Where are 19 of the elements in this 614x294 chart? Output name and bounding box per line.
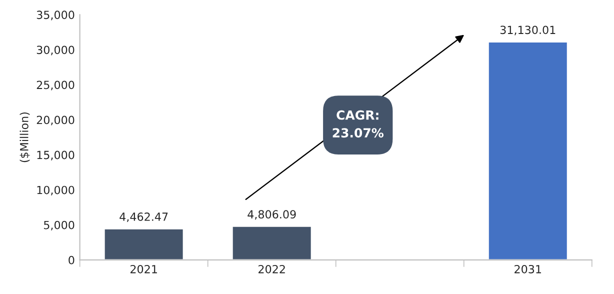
y-axis-title: ($Million) xyxy=(20,112,30,162)
data-label: 4,806.09 xyxy=(248,210,296,220)
annotation: CAGR: 23.07% xyxy=(332,110,384,138)
bar xyxy=(231,226,312,260)
x-tick-label: 2031 xyxy=(514,264,541,274)
y-tick-label: 25,000 xyxy=(36,80,74,90)
y-tick-label: 30,000 xyxy=(36,46,74,56)
data-label: 4,462.47 xyxy=(120,212,168,222)
x-tick-label: 2021 xyxy=(130,264,157,274)
y-tick-label: 35,000 xyxy=(36,10,74,20)
x-tick-label: 2022 xyxy=(258,264,285,274)
y-tick-label: 5,000 xyxy=(44,220,74,230)
y-tick-label: 15,000 xyxy=(37,150,74,160)
y-tick-label: 20,000 xyxy=(36,116,74,126)
bar xyxy=(488,41,568,260)
data-label: 31,130.01 xyxy=(500,26,556,36)
bar xyxy=(103,228,184,260)
y-tick-label: 10,000 xyxy=(37,186,74,196)
y-tick-label: 0 xyxy=(68,256,74,264)
